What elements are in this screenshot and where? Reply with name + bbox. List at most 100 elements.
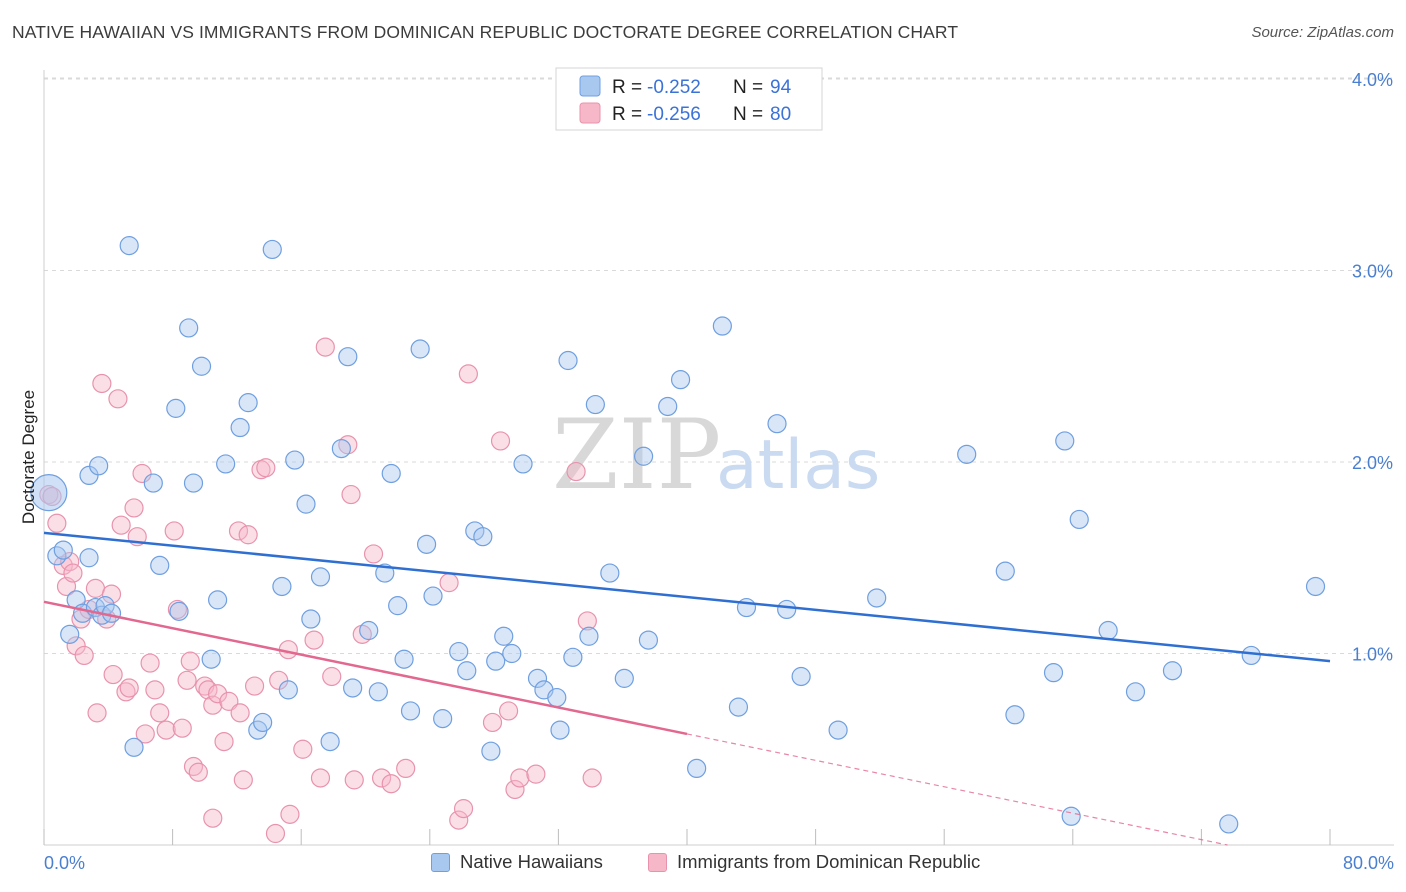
legend-n-label-1: N = bbox=[733, 77, 763, 98]
dominican-republic-point bbox=[256, 458, 276, 478]
dominican-republic-point bbox=[526, 764, 546, 784]
legend-swatch-native-hawaiians bbox=[431, 852, 450, 872]
trend-lines bbox=[43, 531, 1331, 846]
dominican-republic-point bbox=[280, 804, 300, 824]
dominican-republic-point bbox=[66, 636, 86, 656]
native-hawaiian-point bbox=[828, 720, 848, 740]
legend-r-value-2: -0.256 bbox=[647, 104, 701, 125]
native-hawaiian-point bbox=[359, 620, 379, 641]
watermark-atlas: atlas bbox=[716, 426, 880, 505]
native-hawaiian-point bbox=[728, 697, 749, 717]
native-hawaiian-point bbox=[513, 454, 533, 474]
y-tick-label-1: 1.0% bbox=[1352, 645, 1393, 665]
dominican-republic-point bbox=[315, 337, 335, 357]
dominican-republic-point bbox=[87, 703, 107, 723]
native-hawaiian-point bbox=[285, 450, 305, 470]
x-tick-labels: 0.0% 80.0% bbox=[44, 853, 1394, 873]
native-hawaiian-point bbox=[143, 473, 163, 493]
native-hawaiian-point bbox=[579, 626, 599, 646]
dominican-republic-point bbox=[111, 515, 131, 535]
native-hawaiian-point bbox=[494, 626, 514, 646]
native-hawaiian-point bbox=[1005, 705, 1025, 725]
native-hawaiian-point bbox=[343, 678, 363, 698]
legend-label-native-hawaiians: Native Hawaiians bbox=[460, 851, 603, 872]
native-hawaiian-point bbox=[995, 561, 1015, 581]
native-hawaiian-point bbox=[585, 394, 605, 415]
native-hawaiian-point bbox=[169, 601, 189, 621]
watermark: ZIP atlas bbox=[552, 399, 880, 511]
dominican-republic-point bbox=[304, 630, 324, 650]
native-hawaiian-point bbox=[1098, 620, 1118, 641]
native-hawaiian-point bbox=[150, 555, 170, 576]
bottom-legend: Native Hawaiians Immigrants from Dominic… bbox=[0, 851, 1406, 877]
dominican-republic-point bbox=[145, 680, 165, 700]
dominican-republic-point bbox=[198, 680, 218, 700]
native-hawaiian-point bbox=[687, 758, 707, 779]
dominican-republic-point bbox=[63, 563, 83, 583]
dominican-republic-point bbox=[103, 664, 123, 685]
dominican-republic-point bbox=[230, 703, 250, 723]
correlation-legend: R = -0.252 N = 94 R = -0.256 N = 80 bbox=[555, 67, 823, 131]
native-hawaiian-point bbox=[124, 737, 144, 757]
dominican-republic-point bbox=[208, 684, 228, 704]
native-hawaiian-point bbox=[331, 438, 351, 459]
native-hawaiian-point bbox=[670, 370, 691, 390]
native-hawaiian-point bbox=[296, 494, 316, 514]
native-hawaiian-point bbox=[957, 444, 977, 464]
native-hawaiian-point bbox=[1069, 509, 1089, 530]
native-hawaiian-point bbox=[423, 586, 443, 606]
native-hawaiian-point bbox=[375, 563, 395, 583]
dominican-republic-point bbox=[124, 498, 144, 518]
native-hawaiian-point bbox=[1241, 645, 1261, 666]
y-axis-label: Doctorate Degree bbox=[19, 390, 38, 524]
native-hawaiian-point bbox=[400, 701, 421, 721]
dominican-republic-point bbox=[265, 823, 286, 844]
native-hawaiian-point bbox=[89, 456, 109, 476]
native-hawaiian-point bbox=[633, 446, 654, 466]
x-tick-label-min: 0.0% bbox=[44, 853, 85, 873]
series-immigrants-dominican-republic bbox=[39, 337, 602, 844]
dominican-republic-point bbox=[164, 521, 184, 541]
legend-r-value-1: -0.252 bbox=[647, 77, 701, 98]
dominican-republic-point bbox=[577, 611, 597, 631]
native-hawaiian-point bbox=[183, 473, 204, 493]
dominican-republic-point bbox=[135, 724, 155, 744]
native-hawaiian-point bbox=[301, 609, 321, 629]
dominican-republic-point bbox=[203, 695, 223, 715]
native-hawaiian-point bbox=[767, 414, 787, 434]
native-hawaiian-point bbox=[166, 398, 186, 418]
native-hawaiian-point bbox=[527, 668, 548, 688]
native-hawaiian-point bbox=[320, 731, 340, 752]
native-hawaiian-point bbox=[53, 540, 73, 560]
dominican-republic-point bbox=[363, 544, 384, 564]
native-hawaiian-point bbox=[30, 474, 68, 512]
legend-item-native-hawaiians: Native Hawaiians bbox=[431, 851, 603, 873]
dominican-republic-point bbox=[396, 758, 416, 779]
native-hawaiian-point bbox=[1125, 682, 1146, 702]
native-hawaiian-point bbox=[368, 682, 388, 702]
legend-r-label-2: R = bbox=[612, 104, 642, 125]
native-hawaiian-point bbox=[777, 599, 797, 620]
native-hawaiian-point bbox=[79, 548, 99, 568]
dominican-republic-point bbox=[439, 573, 459, 593]
native-hawaiian-point bbox=[481, 741, 501, 761]
legend-item-dominican-republic: Immigrants from Dominican Republic bbox=[648, 851, 980, 873]
native-hawaiian-point bbox=[712, 316, 732, 336]
native-hawaiian-point bbox=[867, 588, 887, 608]
dominican-republic-point bbox=[150, 703, 170, 723]
dominican-republic-point bbox=[228, 521, 249, 541]
dominican-republic-point bbox=[85, 578, 106, 598]
dominican-republic-point bbox=[74, 645, 94, 666]
dominican-republic-point bbox=[119, 678, 139, 698]
trend-line-dominican-republic-extension bbox=[686, 733, 1228, 846]
native-hawaiian-point bbox=[614, 668, 634, 688]
legend-swatch-pink bbox=[579, 102, 601, 124]
dominican-republic-point bbox=[47, 513, 67, 533]
native-hawaiian-point bbox=[60, 624, 80, 644]
dominican-republic-point bbox=[566, 461, 586, 482]
native-hawaiian-point bbox=[179, 318, 199, 338]
native-hawaiian-point bbox=[381, 463, 401, 484]
watermark-zip: ZIP bbox=[552, 399, 721, 511]
native-hawaiian-point bbox=[416, 534, 437, 554]
